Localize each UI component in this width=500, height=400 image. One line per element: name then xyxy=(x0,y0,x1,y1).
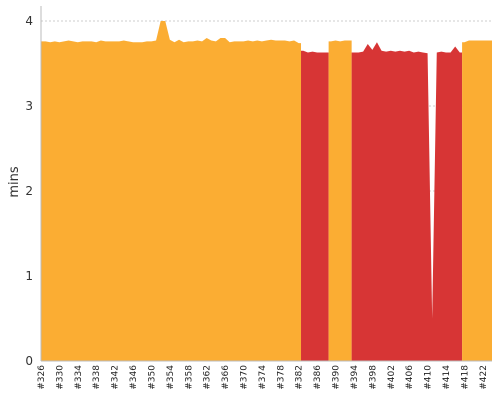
x-tick-label: #394 xyxy=(350,365,360,390)
x-tick-label: #374 xyxy=(258,365,268,390)
x-tick-label: #358 xyxy=(184,365,194,390)
area-band-fail xyxy=(351,42,463,361)
x-tick-label: #406 xyxy=(405,365,415,390)
axes xyxy=(40,6,492,362)
x-tick-label: #362 xyxy=(203,365,213,390)
x-tick-label: #342 xyxy=(111,365,121,390)
x-tick-label: #422 xyxy=(479,365,489,390)
y-tick-label: 3 xyxy=(25,99,33,113)
x-tick-label: #354 xyxy=(166,365,176,390)
area-bands xyxy=(41,21,492,362)
x-tick-label: #418 xyxy=(460,365,470,390)
x-tick-label: #350 xyxy=(147,365,157,390)
y-tick-label: 4 xyxy=(25,14,33,28)
area-band-fail xyxy=(301,50,329,361)
area-band-ok xyxy=(462,40,492,362)
x-tick-label: #334 xyxy=(74,365,84,390)
x-tick-label: #338 xyxy=(92,365,102,390)
x-tick-labels: #326 #330 #334 #338 #342 #346 #350 #354 #358 #362… xyxy=(37,365,489,390)
x-tick-label: #398 xyxy=(368,365,378,390)
area-band-ok xyxy=(328,40,352,362)
x-tick-label: #378 xyxy=(276,365,286,390)
y-axis-label: mins xyxy=(7,166,22,198)
x-tick-label: #410 xyxy=(424,365,434,390)
x-tick-label: #330 xyxy=(55,365,65,390)
x-tick-label: #414 xyxy=(442,365,452,390)
y-tick-labels: 0 1 2 3 4 xyxy=(25,14,33,368)
x-tick-label: #390 xyxy=(332,365,342,390)
x-tick-label: #386 xyxy=(313,365,323,390)
x-tick-label: #346 xyxy=(129,365,139,390)
area-band-ok xyxy=(41,21,302,361)
x-tick-label: #382 xyxy=(295,365,305,390)
x-tick-label: #366 xyxy=(221,365,231,390)
y-tick-label: 2 xyxy=(25,184,33,198)
x-tick-label: #402 xyxy=(387,365,397,390)
x-tick-label: #370 xyxy=(239,365,249,390)
y-tick-label: 0 xyxy=(25,354,33,368)
x-tick-label: #326 xyxy=(37,365,47,390)
y-tick-label: 1 xyxy=(25,269,33,283)
